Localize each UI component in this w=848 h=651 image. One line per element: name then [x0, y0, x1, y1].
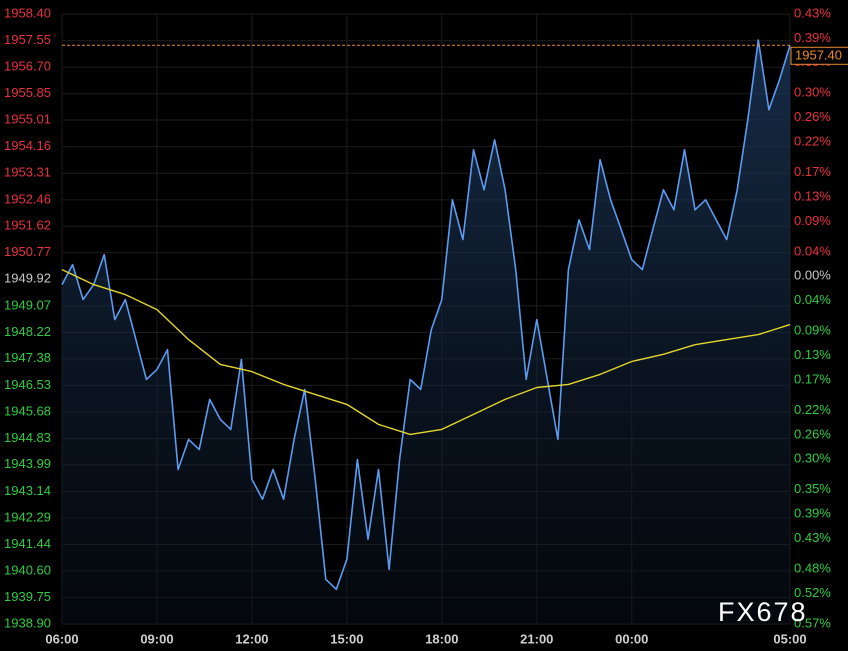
- y2-tick-label: 0.04%: [794, 243, 831, 258]
- y-tick-label: 1947.38: [4, 350, 51, 365]
- y2-tick-label: 0.17%: [794, 164, 831, 179]
- y-tick-label: 1940.60: [4, 562, 51, 577]
- y2-tick-label: 0.39%: [794, 30, 831, 45]
- x-tick-label: 12:00: [235, 631, 268, 646]
- y2-tick-label: 0.57%: [794, 615, 831, 630]
- y-tick-label: 1955.01: [4, 111, 51, 126]
- y-tick-label: 1954.16: [4, 138, 51, 153]
- x-tick-label: 05:00: [773, 631, 806, 646]
- y-tick-label: 1948.22: [4, 324, 51, 339]
- y-tick-label: 1951.62: [4, 218, 51, 233]
- y-tick-label: 1944.83: [4, 430, 51, 445]
- price-area: [62, 40, 790, 624]
- y2-tick-label: 0.43%: [794, 530, 831, 545]
- y2-tick-label: 0.26%: [794, 109, 831, 124]
- x-tick-label: 18:00: [425, 631, 458, 646]
- y2-tick-label: 0.43%: [794, 5, 831, 20]
- y-tick-label: 1950.77: [4, 244, 51, 259]
- y-tick-label: 1939.75: [4, 589, 51, 604]
- y-tick-label: 1952.46: [4, 191, 51, 206]
- y-tick-label: 1943.14: [4, 483, 51, 498]
- y-tick-label: 1953.31: [4, 165, 51, 180]
- y-tick-label: 1949.92: [4, 271, 51, 286]
- y-tick-label: 1957.55: [4, 32, 51, 47]
- y-tick-label: 1943.99: [4, 456, 51, 471]
- y2-tick-label: 0.22%: [794, 134, 831, 149]
- x-tick-label: 06:00: [45, 631, 78, 646]
- y2-tick-label: 0.52%: [794, 585, 831, 600]
- price-line: [61, 39, 791, 591]
- y2-tick-label: 0.09%: [794, 213, 831, 228]
- y2-tick-label: 0.13%: [794, 347, 831, 362]
- y2-tick-label: 0.09%: [794, 323, 831, 338]
- y-tick-label: 1942.29: [4, 509, 51, 524]
- y-tick-label: 1956.70: [4, 59, 51, 74]
- y2-tick-label: 0.13%: [794, 188, 831, 203]
- y2-tick-label: 0.39%: [794, 506, 831, 521]
- y-tick-label: 1949.07: [4, 297, 51, 312]
- y2-tick-label: 0.22%: [794, 402, 831, 417]
- y2-tick-label: 0.48%: [794, 561, 831, 576]
- y2-tick-label: 0.30%: [794, 85, 831, 100]
- x-tick-label: 15:00: [330, 631, 363, 646]
- x-tick-label: 09:00: [140, 631, 173, 646]
- watermark: FX678: [718, 597, 808, 627]
- y2-tick-label: 0.00%: [794, 268, 831, 283]
- y2-tick-label: 0.30%: [794, 451, 831, 466]
- y-tick-label: 1938.90: [4, 615, 51, 630]
- y2-tick-label: 0.26%: [794, 426, 831, 441]
- y-tick-label: 1941.44: [4, 536, 51, 551]
- y2-tick-label: 0.35%: [794, 481, 831, 496]
- x-tick-label: 00:00: [615, 631, 648, 646]
- average-line: [61, 268, 791, 436]
- x-tick-label: 21:00: [520, 631, 553, 646]
- y2-tick-label: 0.04%: [794, 292, 831, 307]
- y-tick-label: 1945.68: [4, 403, 51, 418]
- y2-tick-label: 0.17%: [794, 371, 831, 386]
- last-price-box: [790, 46, 848, 65]
- y-tick-label: 1946.53: [4, 377, 51, 392]
- last-price-label: 1957.40: [795, 48, 842, 63]
- y-tick-label: 1958.40: [4, 5, 51, 20]
- y-tick-label: 1955.85: [4, 85, 51, 100]
